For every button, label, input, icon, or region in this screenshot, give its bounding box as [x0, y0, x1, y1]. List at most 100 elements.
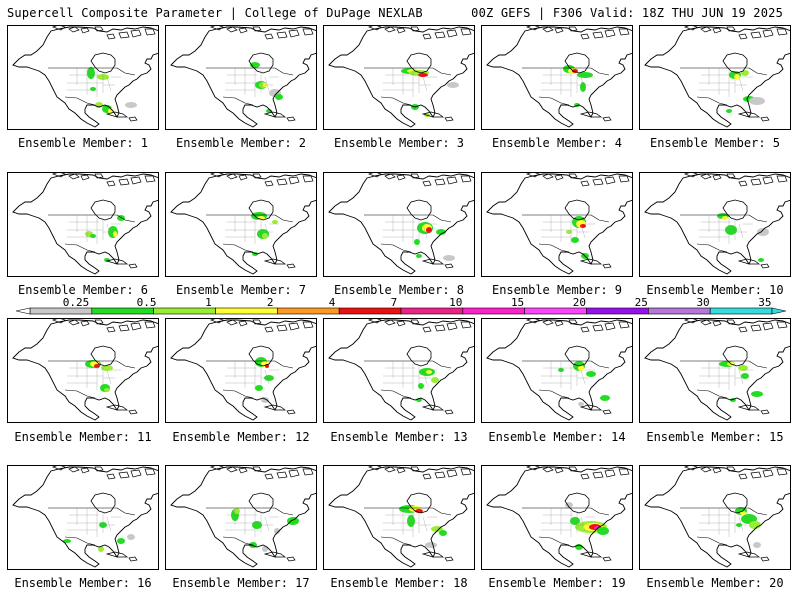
us-mexico-border: [538, 536, 570, 546]
arctic-island: [592, 471, 604, 479]
arctic-island: [542, 466, 554, 473]
us-canada-border: [522, 507, 610, 516]
hudson-bay: [564, 52, 590, 74]
arctic-island: [130, 29, 142, 38]
scp-shading: [272, 220, 278, 224]
scp-shading: [234, 508, 240, 514]
scp-shading: [425, 542, 437, 548]
state-line: [738, 76, 744, 92]
coastline: [328, 173, 475, 275]
hispaniola: [286, 556, 296, 562]
arctic-island: [712, 27, 722, 34]
arctic-island: [592, 31, 604, 39]
us-canada-border: [680, 67, 768, 76]
arctic-island: [252, 26, 262, 32]
arctic-island: [302, 468, 314, 476]
arctic-island: [94, 319, 104, 325]
map-background: [323, 172, 475, 277]
scp-shading: [255, 385, 263, 391]
arctic-island: [700, 319, 712, 326]
scp-shading: [722, 216, 728, 220]
scp-shading: [757, 228, 769, 236]
hispaniola: [760, 556, 770, 562]
arctic-island: [68, 319, 80, 326]
arctic-island: [568, 26, 578, 32]
arctic-island: [226, 466, 238, 473]
map-canvas: [7, 465, 159, 570]
arctic-island: [460, 28, 472, 36]
map-background: [639, 25, 791, 130]
colorbar-level-label: 35: [758, 296, 771, 309]
map-frame: [165, 465, 317, 570]
map-frame: [323, 318, 475, 423]
arctic-island: [738, 473, 748, 480]
hudson-bay: [90, 52, 116, 74]
us-mexico-border: [380, 96, 412, 106]
us-mexico-border: [538, 243, 570, 253]
coastline: [328, 319, 475, 421]
hudson-bay: [248, 345, 274, 367]
arctic-island: [80, 320, 90, 327]
arctic-island: [302, 28, 314, 36]
map-background: [7, 318, 159, 423]
scp-shading: [262, 233, 268, 239]
arctic-island: [130, 469, 142, 478]
hudson-bay: [406, 199, 432, 221]
state-line: [106, 223, 112, 239]
state-line: [580, 369, 586, 385]
arctic-island: [568, 466, 578, 472]
member-map-20: [639, 465, 791, 570]
member-map-4: [481, 25, 633, 130]
map-canvas: [481, 318, 633, 423]
state-line: [580, 223, 586, 239]
member-map-15: [639, 318, 791, 423]
arctic-island: [700, 173, 712, 180]
member-label: Ensemble Member: 17: [172, 576, 310, 590]
arctic-island: [410, 319, 420, 325]
colorbar-level-label: 20: [573, 296, 586, 309]
map-background: [165, 25, 317, 130]
map-frame: [481, 318, 633, 423]
cuba: [737, 551, 761, 558]
us-canada-border: [206, 67, 294, 76]
hispaniola: [128, 409, 138, 415]
member-map-7: [165, 172, 317, 277]
arctic-island: [750, 324, 762, 332]
map-frame: [639, 25, 791, 130]
scp-shading: [87, 67, 95, 79]
arctic-island: [238, 467, 248, 474]
arctic-island: [264, 180, 274, 187]
arctic-island: [542, 173, 554, 180]
scp-shading: [597, 527, 609, 535]
arctic-island: [700, 466, 712, 473]
us-canada-border: [206, 507, 294, 516]
scp-shading: [571, 237, 579, 243]
member-label: Ensemble Member: 7: [175, 283, 307, 297]
us-canada-border: [364, 507, 452, 516]
arctic-island: [302, 321, 314, 329]
arctic-island: [264, 473, 274, 480]
arctic-island: [750, 471, 762, 479]
arctic-island: [384, 319, 396, 326]
colorbar-level-label: 30: [696, 296, 709, 309]
state-line: [422, 516, 428, 532]
scp-shading: [753, 542, 761, 548]
arctic-island: [554, 27, 564, 34]
map-frame: [7, 318, 159, 423]
member-map-17: [165, 465, 317, 570]
arctic-island: [750, 178, 762, 186]
arctic-island: [604, 176, 616, 185]
scp-shading: [566, 230, 572, 234]
arctic-island: [446, 469, 458, 478]
arctic-island: [542, 319, 554, 326]
colorbar-level-label: 10: [449, 296, 462, 309]
map-canvas: [165, 318, 317, 423]
us-canada-border: [364, 214, 452, 223]
us-mexico-border: [222, 243, 254, 253]
state-line: [738, 516, 744, 532]
coastline: [644, 26, 791, 128]
arctic-island: [618, 321, 630, 329]
scp-shading: [726, 109, 732, 113]
coastline: [12, 26, 159, 128]
